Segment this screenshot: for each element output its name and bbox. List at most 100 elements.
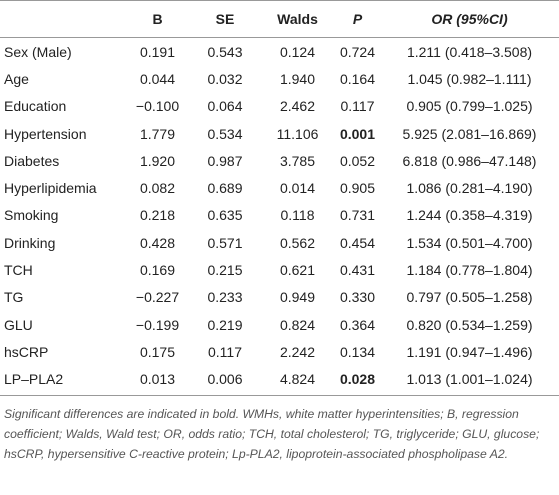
header-cell: SE	[215, 11, 235, 27]
cell: 0.534	[207, 125, 243, 142]
header-row: B SE Walds P OR (95%CI)	[0, 0, 559, 38]
row-label: TCH	[4, 262, 33, 279]
cell: 0.032	[207, 70, 243, 87]
row-label: Sex (Male)	[4, 43, 72, 60]
cell: 0.014	[279, 180, 316, 197]
cell: 0.117	[340, 98, 375, 115]
cell: 0.431	[339, 262, 376, 279]
cell: 0.364	[339, 316, 376, 333]
cell: 0.824	[279, 316, 316, 333]
cell: 0.028	[339, 371, 376, 388]
table-row: TCH 0.169 0.215 0.621 0.431 1.184 (0.778–1.80…	[0, 256, 559, 283]
row-label: LP–PLA2	[4, 371, 64, 388]
cell: 0.905 (0.799–1.025)	[406, 98, 533, 115]
cell: 1.191 (0.947–1.496)	[406, 343, 533, 360]
cell: 1.086 (0.281–4.190)	[406, 180, 533, 197]
row-label: Smoking	[4, 207, 59, 224]
table-body: Sex (Male) 0.191 0.543 0.124 0.724 1.211 (0.4…	[0, 38, 559, 396]
cell: −0.100	[135, 98, 180, 115]
row-label: Drinking	[4, 234, 56, 251]
cell: 6.818 (0.986–47.148)	[402, 152, 537, 169]
cell: 5.925 (2.081–16.869)	[402, 125, 537, 142]
cell: 0.064	[207, 98, 243, 115]
table-row: LP–PLA2 0.013 0.006 4.824 0.028 1.013 (1.001–…	[0, 366, 559, 393]
cell: 11.106	[276, 125, 319, 142]
cell: 1.920	[139, 152, 176, 169]
cell: 0.124	[279, 43, 316, 60]
footnote: Significant differences are indicated in…	[4, 407, 540, 461]
table-row: TG −0.227 0.233 0.949 0.330 0.797 (0.505–1.25…	[0, 284, 559, 311]
cell: 2.242	[279, 343, 316, 360]
table: B SE Walds P OR (95%CI) Sex (Male) 0.191 0.543 0…	[0, 0, 559, 396]
cell: 0.052	[339, 152, 376, 169]
cell: 0.082	[139, 180, 176, 197]
header-cell: OR (95%CI)	[431, 11, 508, 27]
cell: 0.330	[339, 289, 376, 306]
cell: 1.779	[139, 125, 176, 142]
cell: 0.006	[207, 371, 243, 388]
table-row: Age 0.044 0.032 1.940 0.164 1.045 (0.982–1.11…	[0, 65, 559, 92]
cell: 0.949	[279, 289, 316, 306]
row-label: Diabetes	[4, 152, 60, 169]
cell: 0.820 (0.534–1.259)	[406, 316, 533, 333]
table-row: hsCRP 0.175 0.117 2.242 0.134 1.191 (0.947–1.…	[0, 338, 559, 365]
row-label: Education	[4, 98, 67, 115]
header-cell: Walds	[277, 11, 318, 27]
table-row: Hypertension 1.779 0.534 11.106 0.001 5.925 (…	[0, 120, 559, 147]
cell: −0.227	[135, 289, 180, 306]
cell: 0.571	[207, 234, 243, 251]
header-cell: P	[352, 11, 363, 27]
cell: 0.635	[207, 207, 243, 224]
cell: 0.218	[139, 207, 176, 224]
cell: 0.001	[339, 125, 376, 142]
table-row: Sex (Male) 0.191 0.543 0.124 0.724 1.211 (0.4…	[0, 38, 559, 65]
row-label: Hyperlipidemia	[4, 180, 97, 197]
table-row: Drinking 0.428 0.571 0.562 0.454 1.534 (0.501…	[0, 229, 559, 256]
cell: 0.905	[339, 180, 376, 197]
header-cell: B	[152, 11, 163, 27]
row-label: TG	[4, 289, 24, 306]
cell: 0.428	[139, 234, 176, 251]
cell: 0.621	[279, 262, 316, 279]
table-row: Hyperlipidemia 0.082 0.689 0.014 0.905 1.086 …	[0, 174, 559, 201]
cell: 1.211 (0.418–3.508)	[406, 43, 533, 60]
cell: 4.824	[279, 371, 316, 388]
cell: 1.045 (0.982–1.111)	[407, 70, 532, 87]
row-label: Age	[4, 70, 29, 87]
cell: 3.785	[279, 152, 316, 169]
cell: 0.175	[139, 343, 176, 360]
cell: 0.191	[139, 43, 176, 60]
cell: 0.987	[207, 152, 243, 169]
cell: 0.543	[207, 43, 243, 60]
cell: 2.462	[279, 98, 316, 115]
cell: 0.044	[139, 70, 176, 87]
cell: 0.215	[207, 262, 243, 279]
cell: 0.118	[280, 207, 315, 224]
cell: 0.562	[279, 234, 316, 251]
table-row: Smoking 0.218 0.635 0.118 0.731 1.244 (0.358–…	[0, 202, 559, 229]
cell: 1.244 (0.358–4.319)	[406, 207, 533, 224]
cell: 0.164	[339, 70, 376, 87]
cell: 0.219	[207, 316, 243, 333]
table-row: Education −0.100 0.064 2.462 0.117 0.905 (0.7…	[0, 93, 559, 120]
cell: 0.117	[208, 343, 242, 360]
cell: 0.454	[339, 234, 376, 251]
cell: 0.169	[139, 262, 176, 279]
row-label: hsCRP	[4, 343, 49, 360]
table-row: Diabetes 1.920 0.987 3.785 0.052 6.818 (0.986…	[0, 147, 559, 174]
cell: 0.233	[207, 289, 243, 306]
cell: 0.724	[339, 43, 376, 60]
cell: 1.940	[279, 70, 316, 87]
cell: 1.534 (0.501–4.700)	[406, 234, 533, 251]
table-row: GLU −0.199 0.219 0.824 0.364 0.820 (0.534–1.2…	[0, 311, 559, 338]
cell: 0.689	[207, 180, 243, 197]
cell: 1.013 (1.001–1.024)	[406, 371, 533, 388]
cell: 0.134	[339, 343, 376, 360]
cell: 1.184 (0.778–1.804)	[406, 262, 533, 279]
cell: 0.013	[139, 371, 176, 388]
cell: −0.199	[135, 316, 180, 333]
cell: 0.731	[339, 207, 376, 224]
row-label: GLU	[4, 316, 33, 333]
cell: 0.797 (0.505–1.258)	[406, 289, 533, 306]
row-label: Hypertension	[4, 125, 87, 142]
